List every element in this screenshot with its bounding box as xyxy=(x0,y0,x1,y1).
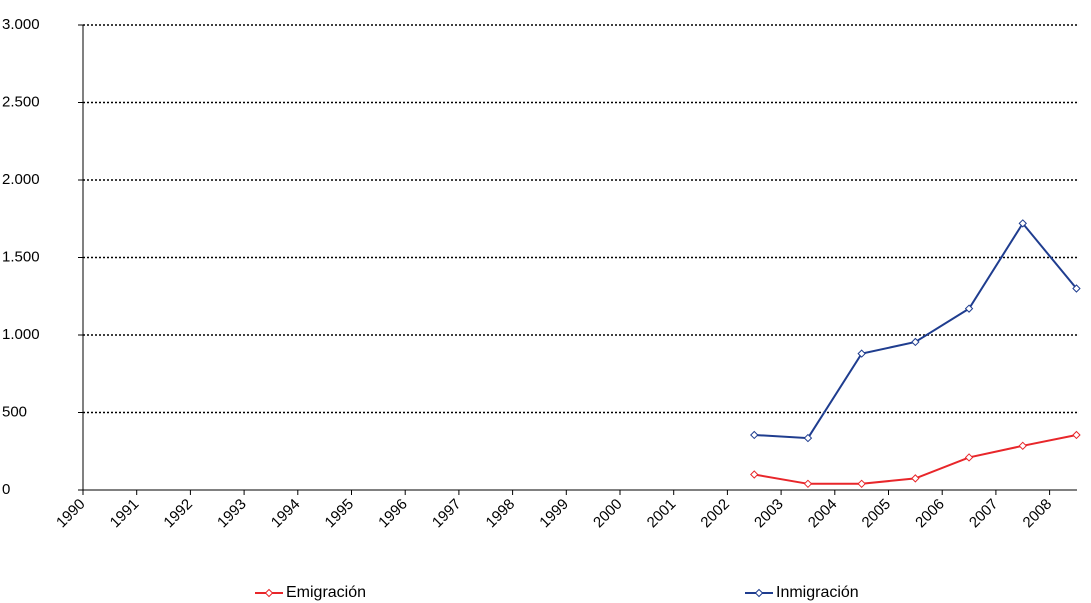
y-tick-label: 0 xyxy=(2,481,10,498)
y-tick-label: 1.000 xyxy=(2,326,40,343)
point xyxy=(857,479,866,489)
point xyxy=(911,337,920,347)
x-tick-label: 2007 xyxy=(966,496,1002,532)
x-tick-label: 2000 xyxy=(590,496,626,532)
legend-label: Emigración xyxy=(286,584,366,601)
x-tick-label: 2001 xyxy=(644,496,680,532)
y-tick-label: 3.000 xyxy=(2,16,40,33)
y-tick-label: 1.500 xyxy=(2,248,40,265)
x-tick-label: 2005 xyxy=(859,496,895,532)
x-tick-label: 1995 xyxy=(322,496,358,532)
point xyxy=(1072,284,1081,293)
point xyxy=(1018,441,1027,451)
point xyxy=(750,470,759,479)
x-tick-label: 2006 xyxy=(912,496,948,532)
legend-marker xyxy=(264,588,274,598)
x-tick-label: 1996 xyxy=(375,496,411,532)
point xyxy=(857,349,866,358)
legend-label: Inmigración xyxy=(776,584,859,601)
point xyxy=(803,433,813,443)
y-tick-label: 500 xyxy=(2,403,27,420)
x-tick-label: 1990 xyxy=(53,496,89,532)
x-tick-label: 2004 xyxy=(805,496,841,532)
point xyxy=(803,479,813,489)
x-tick-label: 1997 xyxy=(429,496,465,532)
x-tick-label: 2008 xyxy=(1020,496,1056,532)
x-tick-label: 1991 xyxy=(107,496,143,532)
point xyxy=(964,453,974,462)
y-tick-label: 2.500 xyxy=(2,93,40,110)
point xyxy=(911,474,920,483)
x-tick-label: 1992 xyxy=(160,496,196,532)
x-tick-label: 1998 xyxy=(483,496,519,532)
x-tick-label: 1994 xyxy=(268,496,304,532)
legend-marker xyxy=(754,588,764,598)
point xyxy=(750,430,759,440)
series-line xyxy=(754,221,1078,440)
point xyxy=(1018,219,1027,228)
x-tick-label: 2002 xyxy=(697,496,733,532)
x-tick-label: 2003 xyxy=(751,496,787,532)
x-tick-label: 1993 xyxy=(214,496,250,532)
y-tick-label: 2.000 xyxy=(2,171,40,188)
point xyxy=(1072,430,1081,440)
point xyxy=(964,304,974,313)
x-tick-label: 1999 xyxy=(536,496,572,532)
